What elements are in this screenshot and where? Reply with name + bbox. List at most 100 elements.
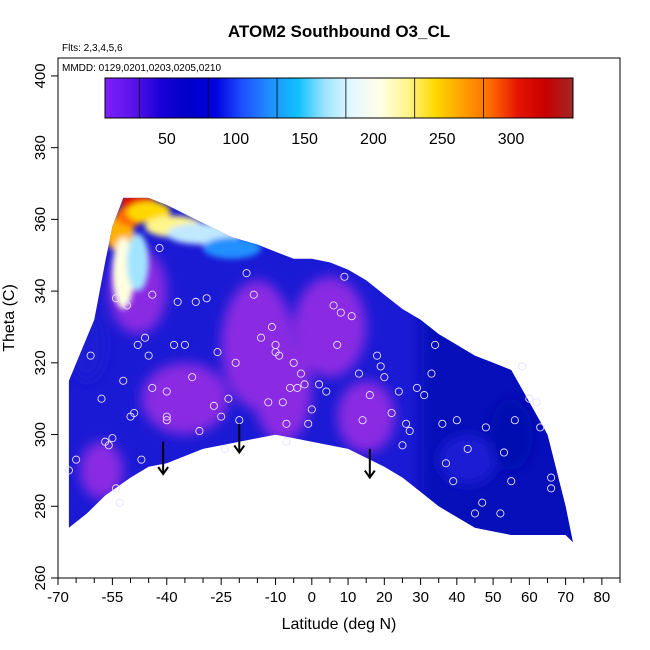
field-blob (293, 276, 367, 378)
x-tick-label: 40 (448, 589, 465, 606)
observation-point (282, 437, 291, 446)
y-tick-label: 400 (32, 63, 49, 88)
observation-point (130, 408, 139, 418)
field-cap-patch (203, 237, 262, 259)
observation-point (373, 351, 382, 360)
colorbar-fill (105, 78, 573, 118)
observation-point (108, 434, 117, 443)
x-tick-label: -10 (265, 589, 287, 606)
observation-point (547, 473, 556, 482)
observation-point (289, 358, 298, 367)
colorbar-border (104, 77, 574, 119)
observation-point (296, 369, 305, 378)
x-tick-label: 30 (412, 589, 429, 606)
observation-point (376, 362, 385, 371)
observation-point (180, 340, 189, 349)
observation-point (412, 383, 422, 392)
observation-point (431, 340, 440, 349)
observation-point (148, 290, 157, 299)
observation-point (169, 340, 179, 349)
y-axis: 260 280 300 320 340 360 380 400 (32, 63, 58, 591)
observation-point (224, 394, 233, 403)
observation-point (347, 312, 356, 321)
observation-point (162, 387, 171, 396)
flights-label: Flts: 2,3,4,5,6 (62, 43, 123, 54)
observation-point (213, 348, 222, 357)
observation-point (64, 466, 73, 475)
observation-point (547, 484, 556, 493)
observation-point (394, 387, 403, 396)
x-axis-label: Latitude (deg N) (282, 616, 397, 633)
x-tick-label: 10 (340, 589, 357, 606)
observation-point (231, 358, 240, 367)
observation-point (162, 416, 171, 425)
field-blob (68, 309, 106, 381)
observation-point (398, 441, 407, 450)
tropopause-arrows (157, 423, 376, 480)
observation-point (249, 290, 258, 299)
field-blob (438, 434, 497, 485)
observation-point (420, 391, 429, 400)
observation-point (86, 351, 95, 360)
x-tick-label: 50 (485, 589, 502, 606)
x-tick-label: -40 (156, 589, 178, 606)
observation-point (267, 322, 276, 332)
observation-point (137, 455, 146, 464)
arrow-head (364, 470, 376, 480)
observation-point (518, 362, 527, 371)
x-tick-label: -55 (102, 589, 124, 606)
observation-point (111, 294, 121, 303)
observation-point (97, 394, 106, 403)
observation-point (162, 412, 171, 421)
field-blob (489, 398, 533, 471)
observation-point (340, 272, 349, 281)
observation-point (354, 369, 363, 378)
observation-point (481, 423, 490, 432)
observation-point (470, 509, 480, 518)
observation-point (148, 383, 157, 392)
y-tick-label: 340 (32, 279, 49, 304)
field-blob (253, 341, 312, 442)
observation-point (140, 333, 150, 342)
observation-point (441, 459, 451, 468)
x-tick-label: 60 (521, 589, 538, 606)
observation-point (195, 426, 204, 436)
observation-point (536, 423, 545, 432)
colorbar: 50 100 150 200 250 300 (104, 77, 574, 148)
arrow-head (157, 466, 169, 476)
field-blob (79, 441, 124, 500)
observation-point (402, 419, 411, 428)
x-axis: -70 -55 -40 -25 -10 0 10 20 30 40 50 60 70 80 (47, 578, 621, 606)
observation-point (496, 509, 505, 518)
observation-point (449, 477, 458, 486)
y-tick-label: 280 (32, 494, 49, 519)
observation-point (532, 398, 541, 407)
observation-point (115, 498, 124, 507)
observation-point (322, 387, 331, 396)
tropopause-arrow (233, 423, 246, 455)
x-tick-label: 0 (308, 589, 316, 606)
x-tick-label: 20 (376, 589, 393, 606)
colorbar-tick-label: 300 (498, 131, 525, 148)
x-tick-label: -70 (47, 589, 69, 606)
observation-point (315, 380, 324, 389)
observation-point (380, 373, 389, 382)
observation-point (387, 408, 396, 418)
y-axis-label: Theta (C) (1, 284, 18, 352)
observation-point (507, 477, 516, 486)
x-tick-label: 80 (594, 589, 611, 606)
observation-point (72, 455, 81, 464)
observation-point (405, 426, 414, 436)
observation-point (336, 308, 345, 317)
observation-point (242, 269, 251, 278)
observation-point (452, 416, 461, 425)
observation-point (438, 419, 447, 428)
observation-point (111, 484, 121, 493)
observation-point (329, 301, 338, 310)
field-blob (141, 362, 229, 435)
observation-point (300, 380, 309, 389)
observation-point (155, 244, 164, 253)
observation-point (144, 351, 153, 360)
tropopause-arrow (364, 448, 376, 480)
observation-point (358, 416, 367, 425)
